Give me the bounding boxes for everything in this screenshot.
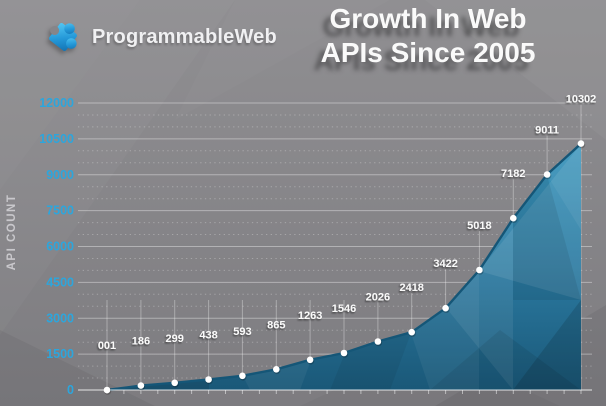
facet	[447, 218, 513, 390]
facet	[547, 144, 581, 230]
area-facets	[107, 144, 581, 390]
data-point-label: 299	[166, 333, 184, 345]
y-tick-label: 0	[67, 383, 74, 397]
facet	[430, 330, 581, 390]
data-point-label: 10302	[566, 94, 597, 106]
brand-name: ProgrammableWeb	[92, 25, 277, 48]
chart-title-line1: Growth In Web	[329, 3, 527, 34]
y-tick-label: 6000	[46, 240, 74, 254]
facet	[479, 144, 581, 300]
data-point-label: 5018	[467, 220, 491, 232]
data-point-label: 1263	[298, 310, 322, 322]
facet	[411, 271, 479, 390]
puzzle-piece-icon	[49, 23, 77, 51]
data-point-marker	[306, 356, 314, 364]
facet	[513, 175, 581, 300]
brand-logo: ProgrammableWeb	[38, 12, 277, 62]
facet	[330, 333, 411, 390]
data-point-label: 9011	[535, 125, 559, 137]
chart-title: Growth In Web APIs Since 2005	[252, 2, 604, 70]
y-tick-label: 7500	[46, 204, 74, 218]
data-point-marker	[273, 366, 280, 373]
data-point-label: 865	[267, 319, 285, 331]
data-point-label: 2026	[366, 292, 390, 304]
y-tick-label: 10500	[39, 132, 74, 146]
data-point-label: 2418	[399, 282, 423, 294]
data-point-label: 593	[233, 326, 251, 338]
data-point-marker	[543, 171, 551, 178]
chart-title-line2: APIs Since 2005	[320, 37, 536, 68]
data-point-label: 7182	[501, 168, 525, 180]
area-series	[106, 142, 582, 392]
data-point-marker	[442, 304, 449, 312]
data-point-marker	[476, 266, 483, 274]
data-point-marker	[171, 379, 178, 387]
y-tick-label: 3000	[46, 311, 74, 325]
data-point-marker	[103, 386, 111, 394]
data-point-marker	[374, 338, 382, 345]
data-point-labels: 001 186 299 438 593 865 1263 1546 2026 2418 3422 50…	[98, 94, 596, 352]
area-fill	[107, 143, 581, 390]
x-axis	[78, 389, 592, 394]
data-point-marker	[239, 372, 246, 380]
facet	[513, 300, 581, 390]
data-point-marker	[340, 349, 348, 357]
y-axis-title: API COUNT	[6, 194, 18, 271]
y-tick-label: 1500	[46, 347, 74, 361]
data-point-label: 186	[132, 336, 150, 348]
data-point-marker	[510, 214, 517, 222]
y-axis-labels: 0 1500 3000 4500 6000 7500 9000 10500 12000	[39, 96, 74, 397]
data-point-label: 1546	[332, 303, 356, 315]
facet	[243, 360, 311, 390]
data-point-marker	[408, 328, 416, 336]
y-tick-label: 9000	[46, 168, 74, 182]
data-point-marker	[137, 382, 145, 389]
y-tick-label: 12000	[39, 96, 74, 110]
y-tick-label: 4500	[46, 275, 74, 289]
data-point-marker	[205, 376, 212, 383]
data-point-label: 001	[98, 340, 116, 352]
data-point-label: 3422	[433, 258, 457, 270]
data-point-marker	[577, 140, 585, 147]
data-point-markers	[103, 140, 586, 395]
data-point-label: 438	[199, 330, 217, 342]
